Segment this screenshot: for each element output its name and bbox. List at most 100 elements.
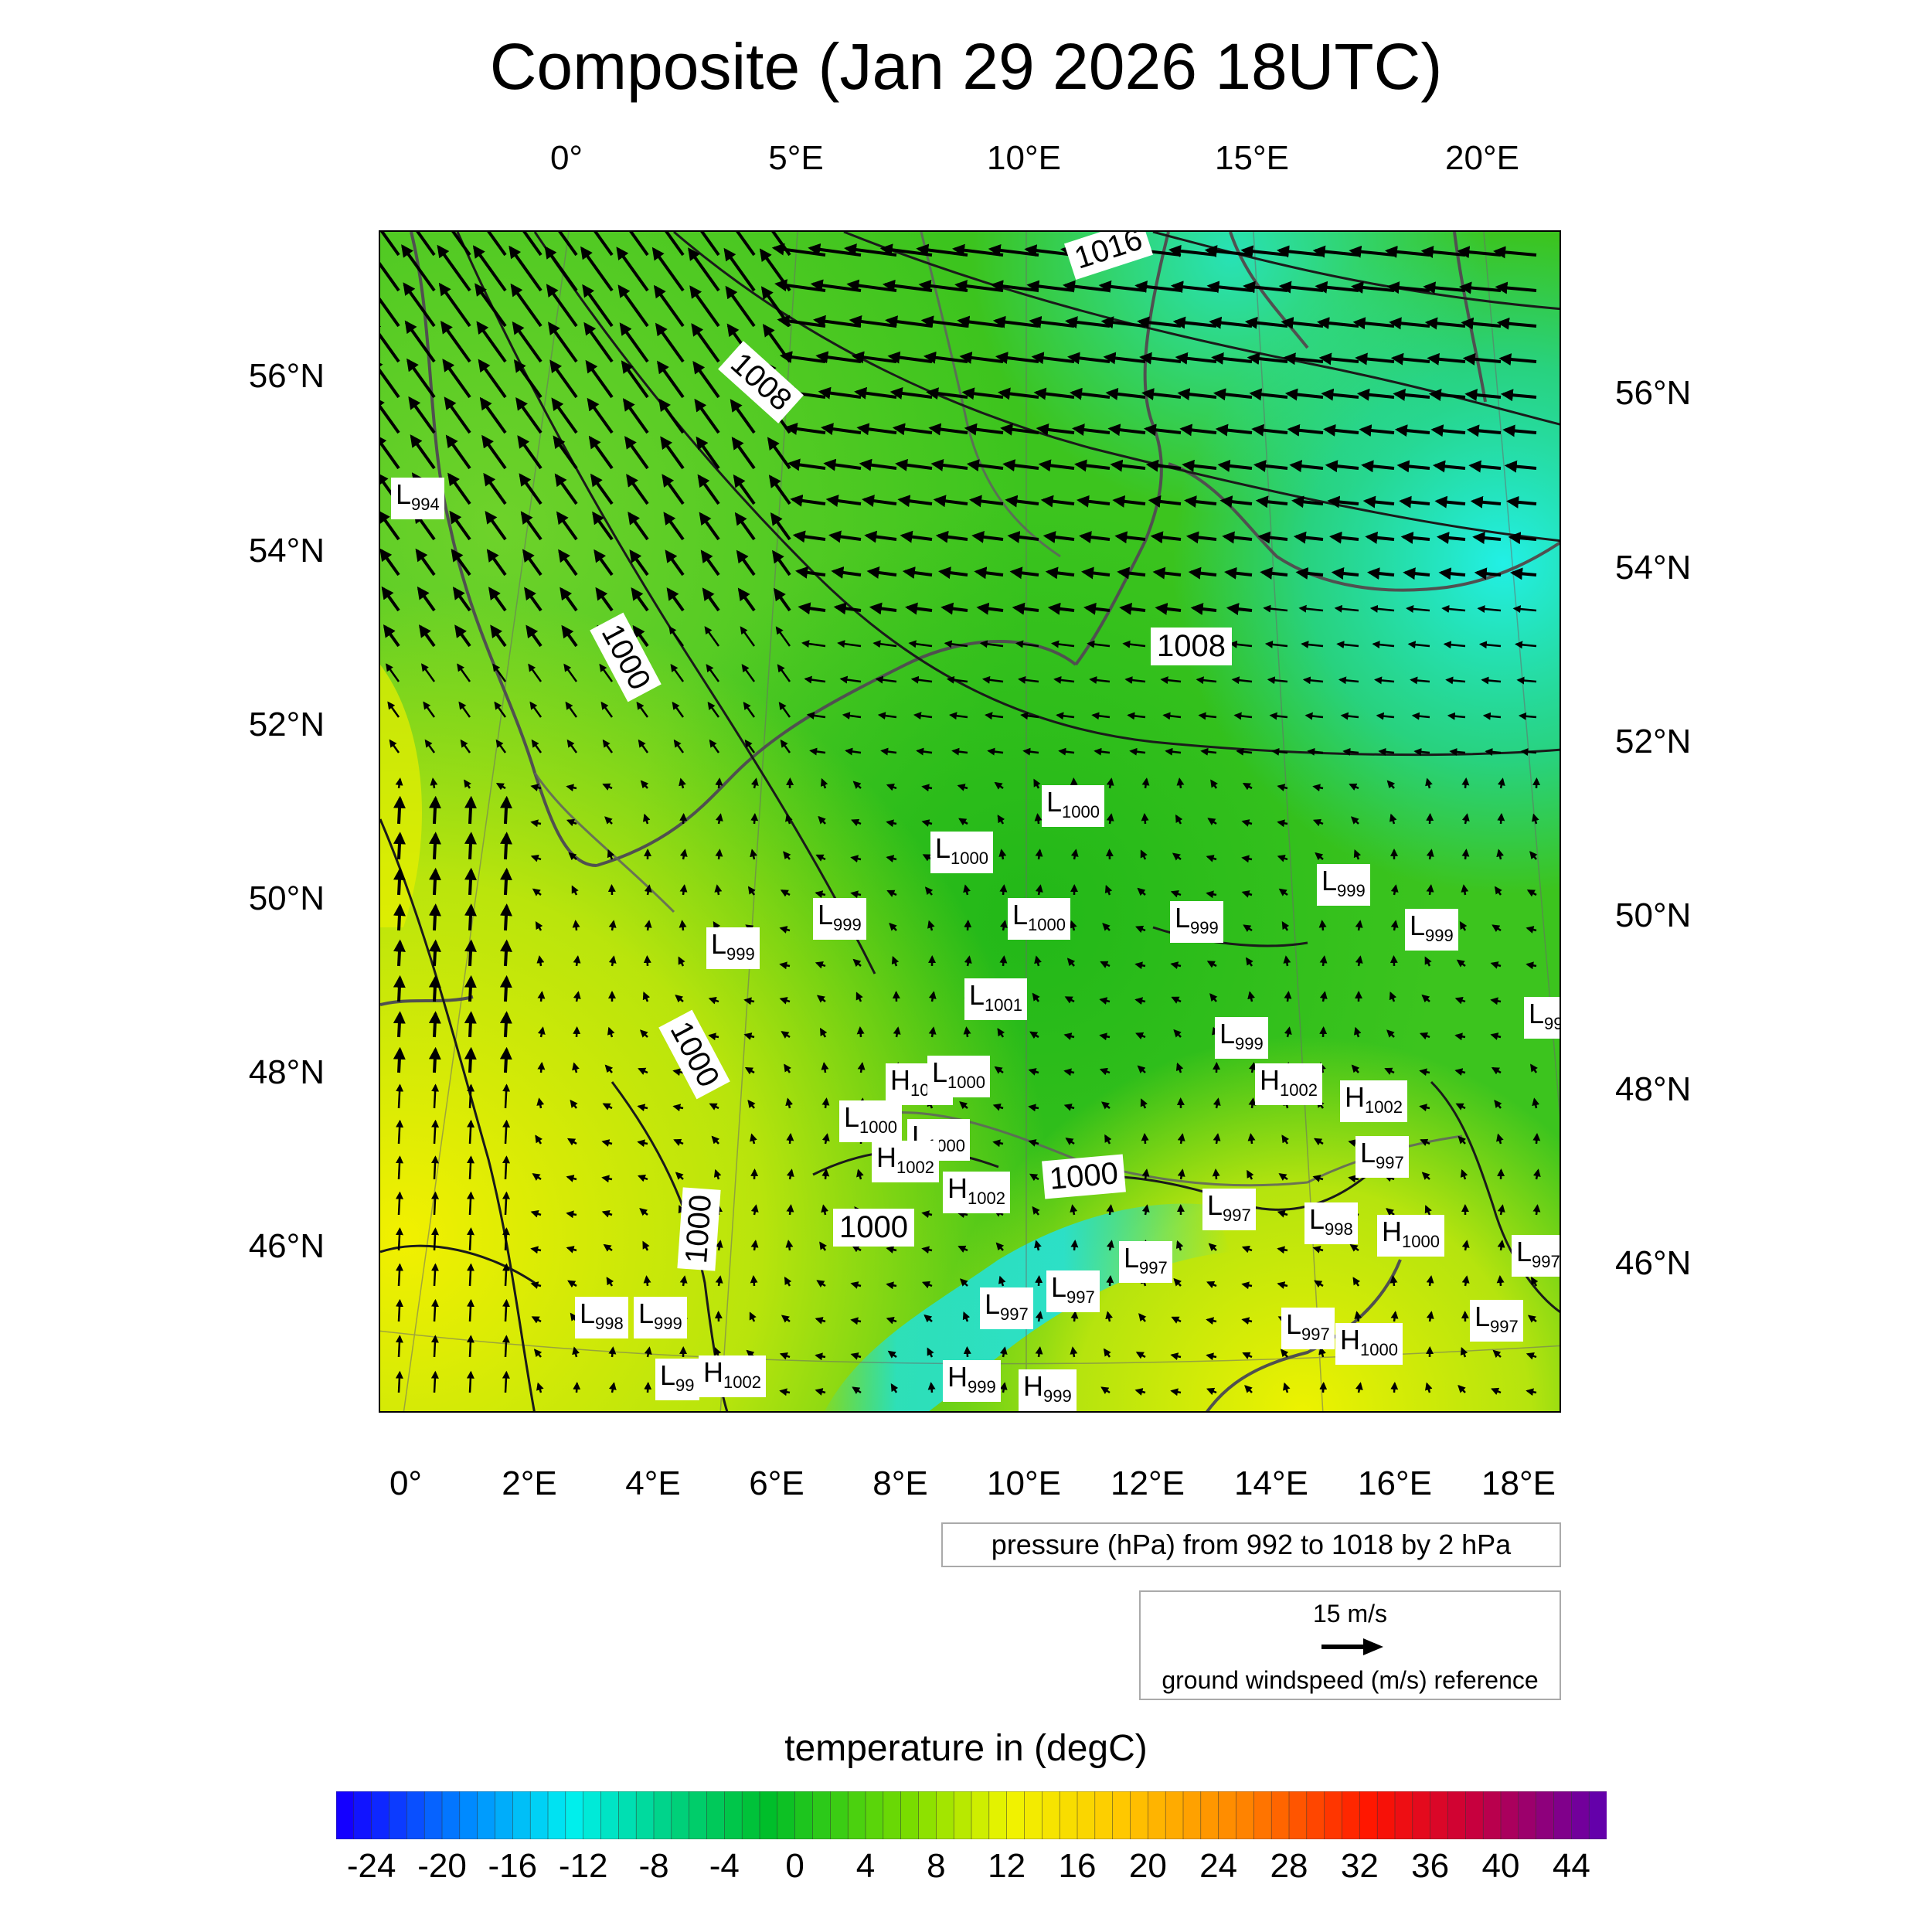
- wind-arrow: [396, 1227, 403, 1251]
- wind-arrow: [679, 777, 686, 789]
- wind-arrow: [1342, 747, 1359, 756]
- wind-arrow: [1464, 389, 1502, 402]
- wind-arrow: [662, 474, 685, 505]
- wind-arrow: [1295, 566, 1324, 580]
- wind-arrow: [998, 849, 1007, 860]
- wind-arrow: [1490, 961, 1502, 969]
- wind-arrow: [1210, 779, 1218, 789]
- wind-arrow: [536, 1097, 545, 1109]
- colorbar-segment: [1112, 1791, 1131, 1839]
- wind-arrow: [1002, 459, 1039, 472]
- wind-arrow: [393, 975, 406, 1002]
- wind-arrow: [416, 232, 436, 257]
- wind-arrow: [380, 358, 400, 399]
- wind-arrow: [957, 1245, 968, 1253]
- wind-arrow: [1063, 1032, 1075, 1040]
- bottom-lon-tick: 14°E: [1234, 1464, 1308, 1502]
- wind-arrow: [1492, 924, 1502, 933]
- wind-arrow: [464, 832, 477, 860]
- wind-arrow: [1277, 854, 1288, 862]
- wind-arrow: [606, 1277, 614, 1287]
- wind-arrow: [845, 747, 862, 756]
- wind-arrow: [1264, 640, 1288, 648]
- wind-arrow: [464, 867, 477, 896]
- colorbar-segment: [1288, 1791, 1308, 1839]
- wind-arrow: [875, 675, 897, 684]
- wind-arrow: [1236, 747, 1253, 756]
- wind-arrow: [908, 640, 933, 648]
- wind-arrow: [1454, 1068, 1466, 1076]
- wind-arrow: [408, 396, 436, 434]
- pressure-center-label: L997: [1281, 1308, 1335, 1349]
- wind-arrow: [1526, 889, 1537, 897]
- pressure-center-label: H1002: [1255, 1063, 1322, 1105]
- right-lat-tick: 50°N: [1615, 896, 1692, 934]
- wind-arrow: [1494, 886, 1502, 896]
- wind-arrow: [668, 626, 685, 647]
- wind-arrow: [1170, 1352, 1182, 1361]
- wind-arrow: [1184, 495, 1217, 509]
- wind-arrow: [750, 777, 759, 789]
- wind-arrow: [519, 473, 543, 505]
- wind-arrow: [999, 884, 1008, 896]
- wind-arrow: [777, 664, 791, 682]
- left-lat-tick: 46°N: [248, 1227, 325, 1265]
- wind-arrow: [499, 832, 512, 860]
- wind-arrow: [573, 991, 581, 1002]
- wind-arrow: [1482, 712, 1502, 720]
- colorbar-tick-label: 28: [1270, 1847, 1308, 1885]
- wind-arrow: [410, 434, 436, 470]
- pressure-center-label: L999: [813, 898, 866, 940]
- wind-arrow: [1100, 1386, 1111, 1395]
- wind-arrow: [905, 602, 933, 615]
- wind-arrow: [971, 530, 1004, 543]
- wind-arrow: [1426, 1311, 1434, 1322]
- wind-arrow: [1424, 317, 1466, 330]
- wind-arrow: [1461, 813, 1470, 825]
- wind-arrow: [1515, 641, 1537, 649]
- wind-arrow: [626, 474, 649, 505]
- wind-arrow: [380, 261, 400, 292]
- wind-arrow: [697, 474, 720, 505]
- left-lat-tick: 54°N: [248, 532, 325, 570]
- wind-arrow: [437, 244, 471, 292]
- wind-arrow: [1312, 784, 1324, 792]
- wind-arrow: [566, 1246, 577, 1253]
- wind-arrow: [445, 434, 471, 470]
- wind-arrow: [460, 739, 471, 753]
- wind-arrow: [825, 495, 862, 507]
- page-title: Composite (Jan 29 2026 18UTC): [489, 30, 1443, 103]
- map-panel[interactable]: 1016 1008 1000 1008 1000 1000 1000 1000 …: [379, 230, 1561, 1413]
- wind-arrow: [478, 359, 507, 399]
- wind-arrow: [999, 955, 1008, 967]
- wind-arrow: [1532, 1097, 1540, 1109]
- colorbar-segment: [918, 1791, 937, 1839]
- colorbar-segment: [1306, 1791, 1325, 1839]
- wind-arrow: [707, 701, 720, 718]
- wind-arrow: [779, 926, 791, 934]
- wind-arrow: [821, 1168, 830, 1180]
- wind-arrow: [1350, 816, 1359, 825]
- wind-arrow: [424, 739, 436, 753]
- wind-arrow: [486, 549, 507, 577]
- wind-arrow: [1070, 387, 1111, 400]
- wind-arrow: [1020, 712, 1039, 720]
- wind-arrow: [1421, 1172, 1430, 1180]
- wind-arrow: [1022, 747, 1039, 756]
- wind-arrow: [535, 920, 543, 931]
- wind-arrow: [1520, 748, 1537, 757]
- wind-arrow: [997, 815, 1005, 825]
- bottom-lon-tick: 18°E: [1481, 1464, 1556, 1502]
- wind-arrow: [1406, 604, 1430, 613]
- wind-arrow: [856, 1026, 865, 1038]
- colorbar-segment: [1342, 1791, 1361, 1839]
- left-lat-tick: 52°N: [248, 706, 325, 743]
- wind-arrow: [1219, 495, 1253, 509]
- wind-arrow: [1312, 818, 1324, 827]
- colorbar-tick-label: 4: [855, 1847, 876, 1885]
- wind-arrow: [567, 1280, 577, 1288]
- wind-arrow: [537, 1026, 546, 1038]
- wind-arrow: [1253, 460, 1288, 472]
- wind-arrow: [1045, 566, 1075, 580]
- wind-arrow: [495, 783, 506, 791]
